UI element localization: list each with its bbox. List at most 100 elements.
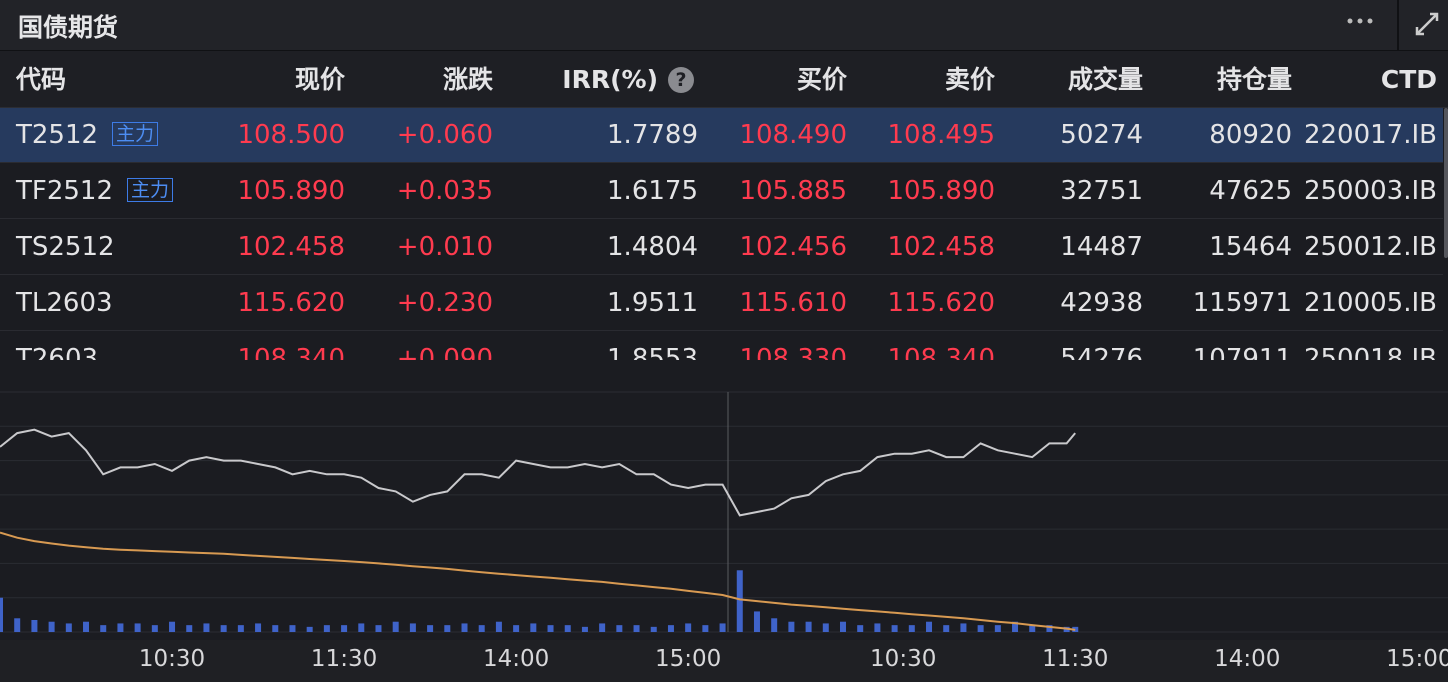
x-tick-label: 14:00 <box>483 646 549 672</box>
row-bg <box>0 220 1443 275</box>
volume-bar <box>151 625 158 632</box>
column-header: 成交量 <box>1067 65 1143 94</box>
table-cell: 54276 <box>1060 344 1143 360</box>
scrollbar <box>1444 108 1448 258</box>
x-tick-label: 15:00 <box>1386 646 1448 672</box>
volume-bar <box>495 621 502 632</box>
table-cell: 14487 <box>1060 232 1143 262</box>
volume-bar <box>839 621 846 632</box>
volume-bar <box>926 621 933 632</box>
volume-bar <box>599 623 606 632</box>
volume-bar <box>994 625 1001 632</box>
volume-bar <box>478 625 485 632</box>
row-bg <box>0 164 1443 219</box>
table-cell: 108.340 <box>237 344 345 360</box>
header-icons <box>1347 0 1439 50</box>
volume-bar <box>581 626 588 632</box>
table-cell: 108.340 <box>887 344 995 360</box>
volume-bar <box>685 623 692 632</box>
x-tick-label: 11:30 <box>1042 646 1108 672</box>
table-cell: 115.610 <box>739 288 847 318</box>
table-cell: +0.230 <box>396 288 493 318</box>
volume-bar <box>117 623 124 632</box>
table-cell: 108.495 <box>887 120 995 150</box>
table-cell: TL2603 <box>16 288 113 318</box>
table-cell: 250003.IB <box>1303 176 1437 206</box>
volume-bar <box>65 623 72 632</box>
table-cell: 107911 <box>1192 344 1292 360</box>
table-cell: 102.458 <box>237 232 345 262</box>
volume-bar <box>943 625 950 632</box>
volume-bar <box>341 625 348 632</box>
x-tick-label: 15:00 <box>655 646 721 672</box>
volume-bar <box>753 611 760 632</box>
column-header: 持仓量 <box>1216 65 1292 94</box>
volume-bar <box>857 625 864 632</box>
x-tick-label: 10:30 <box>870 646 936 672</box>
volume-bar <box>702 625 709 632</box>
table-cell: TS2512 <box>16 232 115 262</box>
volume-bar <box>392 621 399 632</box>
table-cell: 32751 <box>1060 176 1143 206</box>
table-cell: 1.9511 <box>607 288 698 318</box>
table-cell: 115971 <box>1192 288 1292 318</box>
table-cell: +0.060 <box>396 120 493 150</box>
column-header: 买价 <box>796 65 847 94</box>
volume-bar <box>444 625 451 632</box>
volume-bar <box>908 625 915 632</box>
price-line <box>0 428 1076 517</box>
volume-bar <box>186 625 193 632</box>
volume-bar <box>633 625 640 632</box>
table-cell: 108.490 <box>739 120 847 150</box>
column-header: IRR(%) <box>562 65 658 94</box>
table-cell: 108.330 <box>739 344 847 360</box>
volume-bar <box>169 621 176 632</box>
volume-bar <box>547 625 554 632</box>
table-cell: +0.090 <box>396 344 493 360</box>
volume-bar <box>14 618 21 632</box>
table-cell: +0.010 <box>396 232 493 262</box>
volume-bar <box>822 623 829 632</box>
volume-bar <box>530 623 537 632</box>
table-cell: 250018.IB <box>1303 344 1437 360</box>
volume-bar <box>1029 625 1036 632</box>
table-cell: 105.885 <box>739 176 847 206</box>
table-cell: 105.890 <box>237 176 345 206</box>
volume-bar <box>788 621 795 632</box>
volume-bar <box>237 625 244 632</box>
table-cell: T2512 <box>16 120 99 150</box>
volume-bar <box>805 621 812 632</box>
volume-bar <box>134 623 141 632</box>
column-header: 现价 <box>294 65 345 94</box>
volume-bar <box>667 625 674 632</box>
volume-bar <box>719 623 726 632</box>
volume-bar <box>220 625 227 632</box>
x-tick-label: 11:30 <box>311 646 377 672</box>
volume-bar <box>977 625 984 632</box>
table-cell: 1.8553 <box>607 344 698 360</box>
help-icon: ? <box>668 67 694 93</box>
table-cell: 105.890 <box>887 176 995 206</box>
volume-bar <box>736 570 743 632</box>
header-row-bg <box>0 51 1448 108</box>
volume-bar <box>1072 626 1079 632</box>
table-cell: 115.620 <box>237 288 345 318</box>
table-cell: 1.6175 <box>607 176 698 206</box>
volume-bar <box>891 625 898 632</box>
volume-bar <box>306 626 313 632</box>
table-cell: 102.458 <box>887 232 995 262</box>
volume-bar <box>0 597 3 632</box>
volume-bar <box>255 623 262 632</box>
volume-bar <box>513 625 520 632</box>
table-cell: 108.500 <box>237 120 345 150</box>
table-cell: 210005.IB <box>1303 288 1437 318</box>
volume-bar <box>31 620 38 632</box>
table-cell: 250012.IB <box>1303 232 1437 262</box>
volume-bar <box>427 625 434 632</box>
header-bar: 国债期货 <box>0 0 1448 51</box>
volume-bar <box>1046 625 1053 632</box>
volume-bar <box>771 618 778 632</box>
futures-table: 代码 现价 涨跌 IRR(%) 买价 卖价 成交量 持仓量 CTD? T2512 108.500 +0… <box>0 51 1448 360</box>
column-header: 涨跌 <box>442 65 493 94</box>
